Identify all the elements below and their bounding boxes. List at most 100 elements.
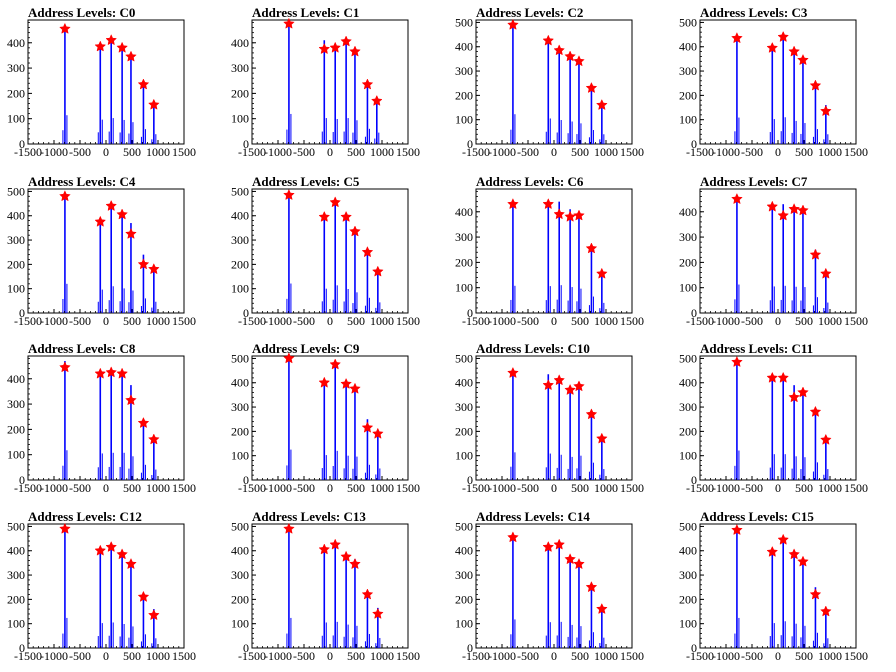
x-tick-label: -1500 <box>462 649 490 663</box>
peak-star-marker <box>564 553 576 565</box>
x-tick-label: -1000 <box>264 314 292 328</box>
x-tick-label: 1500 <box>620 145 644 159</box>
peak-star-marker <box>125 394 137 406</box>
y-tick-label: 300 <box>231 61 249 75</box>
y-tick-label: 300 <box>7 233 25 247</box>
peak-star-marker <box>820 605 832 617</box>
peak-star-marker <box>340 35 352 47</box>
peak-star-marker <box>116 367 128 379</box>
x-tick-label: 1000 <box>146 314 170 328</box>
y-tick-label: 200 <box>455 88 473 102</box>
x-tick-label: 500 <box>571 649 589 663</box>
y-tick-label: 500 <box>679 519 697 533</box>
y-tick-label: 500 <box>455 15 473 29</box>
plot-frame <box>27 188 185 314</box>
x-tick-label: 1000 <box>594 145 618 159</box>
x-tick-label: 0 <box>775 481 781 495</box>
y-tick-label: 200 <box>7 422 25 436</box>
peak-star-marker <box>59 361 71 373</box>
chart-panel: Address Levels: C11 0 100 200 300 400 500 -1500… <box>679 341 868 495</box>
x-tick-label: -1000 <box>712 145 740 159</box>
x-tick-label: 500 <box>571 314 589 328</box>
y-tick-label: 0 <box>243 641 249 655</box>
peak-star-marker <box>585 408 598 420</box>
x-tick-label: 1000 <box>594 314 618 328</box>
peak-star-marker <box>573 55 585 67</box>
y-tick-label: 500 <box>231 184 249 198</box>
plot-frame <box>27 355 185 481</box>
y-tick-label: 100 <box>679 113 697 127</box>
peak-star-marker <box>148 609 160 621</box>
peak-star-marker <box>797 204 809 216</box>
peak-star-marker <box>553 538 565 550</box>
y-tick-label: 100 <box>7 617 25 631</box>
x-tick-label: 1000 <box>370 649 394 663</box>
y-tick-label: 300 <box>679 64 697 78</box>
peak-star-marker <box>596 432 608 444</box>
peak-star-marker <box>361 78 374 90</box>
x-tick-label: -1500 <box>14 481 42 495</box>
y-tick-label: 0 <box>467 306 473 320</box>
peak-star-marker <box>766 371 779 383</box>
x-tick-label: -500 <box>517 481 539 495</box>
x-tick-label: 1500 <box>844 314 868 328</box>
peak-star-marker <box>148 433 160 445</box>
chart-panel: Address Levels: C1 0 100 200 300 400 -1500-100… <box>231 5 420 159</box>
chart-panel: Address Levels: C12 0 100 200 300 400 500 -1500… <box>7 509 196 663</box>
x-tick-label: 0 <box>103 649 109 663</box>
x-tick-label: -1500 <box>462 145 490 159</box>
y-tick-label: 400 <box>455 544 473 558</box>
y-tick-label: 0 <box>19 641 25 655</box>
x-tick-label: 1000 <box>370 314 394 328</box>
x-tick-label: -1000 <box>264 145 292 159</box>
y-tick-label: 200 <box>7 592 25 606</box>
y-tick-label: 400 <box>679 544 697 558</box>
x-tick-label: -500 <box>69 649 91 663</box>
x-tick-label: -500 <box>741 145 763 159</box>
chart-panel: Address Levels: C15 0 100 200 300 400 500 -1500… <box>679 509 868 663</box>
x-tick-label: -1000 <box>264 481 292 495</box>
peak-star-marker <box>542 540 555 552</box>
y-tick-label: 100 <box>455 617 473 631</box>
x-tick-label: 1500 <box>620 649 644 663</box>
x-tick-label: -1000 <box>488 481 516 495</box>
x-tick-label: -1500 <box>462 314 490 328</box>
x-tick-label: 500 <box>123 649 141 663</box>
x-tick-label: 1500 <box>844 145 868 159</box>
x-tick-label: 0 <box>551 649 557 663</box>
x-tick-label: -1500 <box>462 481 490 495</box>
peak-star-marker <box>542 198 555 210</box>
peak-star-marker <box>105 540 117 552</box>
y-tick-label: 0 <box>467 473 473 487</box>
peak-star-marker <box>596 602 608 614</box>
y-tick-label: 100 <box>679 281 697 295</box>
peak-star-marker <box>585 81 598 93</box>
x-tick-label: 1500 <box>172 145 196 159</box>
peak-star-marker <box>116 41 128 53</box>
peak-star-marker <box>553 44 565 56</box>
plot-frame <box>251 19 409 145</box>
y-tick-label: 0 <box>467 137 473 151</box>
peak-star-marker <box>318 42 331 55</box>
y-tick-label: 0 <box>19 473 25 487</box>
peak-star-marker <box>820 267 832 279</box>
y-tick-label: 100 <box>231 112 249 126</box>
y-tick-label: 400 <box>679 376 697 390</box>
x-tick-label: -1000 <box>712 481 740 495</box>
peak-star-marker <box>777 209 789 221</box>
y-tick-label: 400 <box>7 372 25 386</box>
peak-star-marker <box>318 376 331 388</box>
x-tick-label: 500 <box>347 314 365 328</box>
x-tick-label: 1500 <box>620 481 644 495</box>
y-tick-label: 500 <box>455 519 473 533</box>
y-tick-label: 100 <box>455 281 473 295</box>
peak-star-marker <box>809 248 822 260</box>
peak-star-marker <box>125 50 137 62</box>
y-tick-label: 400 <box>679 205 697 219</box>
peak-star-marker <box>507 366 519 378</box>
peak-star-marker <box>372 265 384 277</box>
y-tick-label: 0 <box>243 137 249 151</box>
peak-star-marker <box>116 548 128 560</box>
y-tick-label: 200 <box>679 424 697 438</box>
peak-star-marker <box>371 94 383 106</box>
